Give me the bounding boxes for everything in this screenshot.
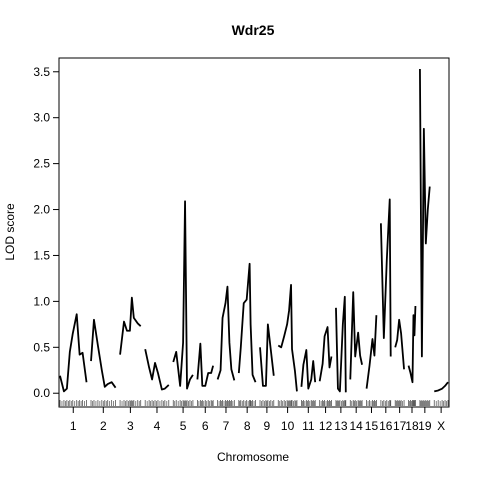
- x-tick-label: 11: [302, 419, 315, 433]
- y-tick-label: 1.5: [33, 248, 50, 262]
- lod-curve-chr-19: [419, 69, 431, 358]
- x-tick-label: 17: [393, 419, 407, 433]
- x-tick-label: 10: [281, 419, 295, 433]
- lod-curve-chr-17: [394, 318, 405, 370]
- x-tick-label: 19: [418, 419, 432, 433]
- lod-curve-chr-8: [237, 262, 257, 383]
- x-tick-label: 2: [100, 419, 107, 433]
- x-tick-label: 18: [405, 419, 419, 433]
- lod-curve-chr-9: [259, 323, 275, 387]
- chart-title: Wdr25: [232, 22, 275, 38]
- x-tick-label: 12: [319, 419, 333, 433]
- lod-curve-chr-2: [90, 318, 117, 389]
- lod-curve-chr-5: [172, 200, 194, 390]
- x-tick-label: 8: [244, 419, 251, 433]
- x-tick-label: 6: [202, 419, 209, 433]
- x-tick-label: 5: [180, 419, 187, 433]
- lod-curve-chr-14: [349, 291, 363, 380]
- plot-frame: [58, 57, 450, 408]
- lod-curve-chr-4: [144, 348, 170, 391]
- lod-curve-chr-10: [277, 283, 298, 392]
- x-tick-label: 15: [365, 419, 379, 433]
- lod-curve-chr-11: [300, 349, 317, 390]
- y-tick-label: 2.5: [33, 157, 50, 171]
- x-tick-label: X: [437, 419, 445, 433]
- lod-curve-chr-18: [407, 305, 417, 384]
- x-axis-label: Chromosome: [217, 450, 289, 464]
- x-tick-label: 1: [70, 419, 77, 433]
- lod-curve-chr-7: [216, 285, 236, 381]
- x-tick-label: 7: [223, 419, 230, 433]
- y-tick-label: 2.0: [33, 203, 50, 217]
- y-tick-label: 0.0: [33, 386, 50, 400]
- x-tick-label: 9: [264, 419, 271, 433]
- lod-curve-chr-x: [434, 381, 449, 393]
- y-tick-label: 3.5: [33, 65, 50, 79]
- lod-curve-chr-12: [318, 326, 333, 382]
- y-axis: 0.0 0.5 1.0 1.5 2.0 2.5 3.0 3.5: [33, 65, 59, 400]
- x-tick-label: 14: [349, 419, 363, 433]
- marker-rug: [59, 400, 449, 406]
- y-tick-label: 3.0: [33, 111, 50, 125]
- x-tick-label: 16: [379, 419, 393, 433]
- x-tick-label: 13: [334, 419, 348, 433]
- y-tick-label: 1.0: [33, 294, 50, 308]
- lod-curve-chr-6: [196, 342, 214, 387]
- y-axis-label: LOD score: [3, 203, 17, 261]
- lod-curve-chr-16: [379, 198, 392, 357]
- lod-curve-chr-15: [365, 315, 378, 389]
- lod-curve-chr-13: [335, 295, 347, 393]
- lod-curve-chr-1: [59, 313, 88, 393]
- x-tick-label: 4: [154, 419, 161, 433]
- lod-curve-chr-3: [119, 296, 142, 355]
- x-tick-label: 3: [127, 419, 134, 433]
- lod-curves: [59, 69, 449, 393]
- y-tick-label: 0.5: [33, 340, 50, 354]
